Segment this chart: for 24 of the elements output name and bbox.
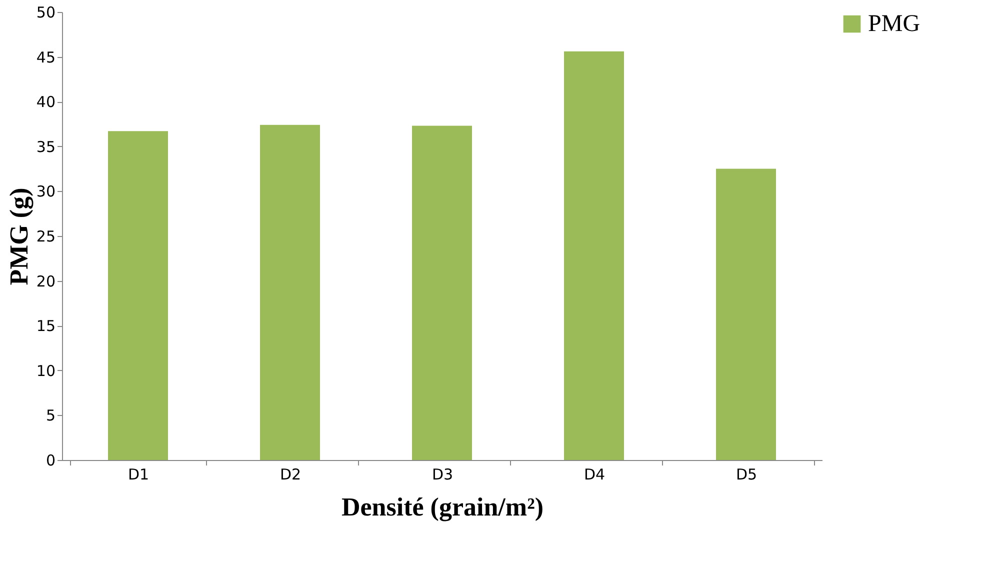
x-tick-label: D3 bbox=[432, 466, 454, 484]
y-tick-label: 15 bbox=[36, 317, 56, 336]
bar bbox=[108, 131, 168, 460]
legend-label: PMG bbox=[868, 11, 920, 37]
y-tick-label: 20 bbox=[36, 272, 56, 290]
x-tick-label: D2 bbox=[280, 466, 302, 484]
y-tick-label: 50 bbox=[36, 4, 56, 22]
y-tick-label: 30 bbox=[36, 182, 56, 201]
y-tick-label: 10 bbox=[36, 362, 56, 380]
x-tick-label: D4 bbox=[584, 466, 606, 484]
x-tick-label: D1 bbox=[128, 466, 150, 484]
y-axis-title: PMG (g) bbox=[4, 188, 34, 286]
y-tick-label: 25 bbox=[36, 228, 56, 246]
bar bbox=[564, 51, 624, 460]
y-tick-label: 5 bbox=[46, 406, 56, 425]
bar bbox=[412, 126, 472, 460]
y-tick-label: 40 bbox=[36, 93, 56, 112]
y-tick-label: 35 bbox=[36, 138, 56, 156]
x-tick-label: D5 bbox=[736, 466, 758, 484]
y-tick-label: 45 bbox=[36, 48, 56, 66]
x-axis-title: Densité (grain/m²) bbox=[341, 492, 544, 522]
bar bbox=[716, 168, 776, 460]
y-tick-label: 0 bbox=[46, 452, 56, 470]
bar bbox=[260, 124, 320, 460]
